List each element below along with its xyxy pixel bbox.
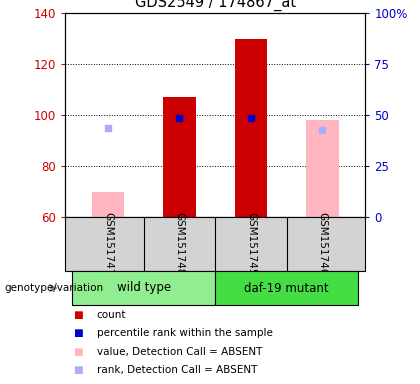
Bar (215, 271, 358, 305)
Text: GSM151745: GSM151745 (246, 212, 256, 276)
Text: count: count (97, 310, 126, 320)
Text: percentile rank within the sample: percentile rank within the sample (97, 328, 273, 338)
Text: GSM151747: GSM151747 (103, 212, 113, 276)
Text: ■: ■ (74, 347, 83, 357)
Text: value, Detection Call = ABSENT: value, Detection Call = ABSENT (97, 347, 262, 357)
Text: wild type: wild type (117, 281, 171, 295)
Text: rank, Detection Call = ABSENT: rank, Detection Call = ABSENT (97, 365, 257, 375)
Text: GSM151746: GSM151746 (318, 212, 328, 276)
Text: GSM151748: GSM151748 (174, 212, 184, 276)
Text: ■: ■ (74, 310, 83, 320)
Text: ■: ■ (74, 365, 83, 375)
Bar (235, 39, 267, 217)
Bar (92, 192, 124, 217)
Text: daf-19 mutant: daf-19 mutant (244, 281, 329, 295)
Bar (72, 271, 215, 305)
Text: genotype/variation: genotype/variation (4, 283, 103, 293)
Bar (307, 120, 339, 217)
Text: ■: ■ (74, 328, 83, 338)
Bar (163, 98, 196, 217)
Title: GDS2549 / 174867_at: GDS2549 / 174867_at (135, 0, 296, 11)
